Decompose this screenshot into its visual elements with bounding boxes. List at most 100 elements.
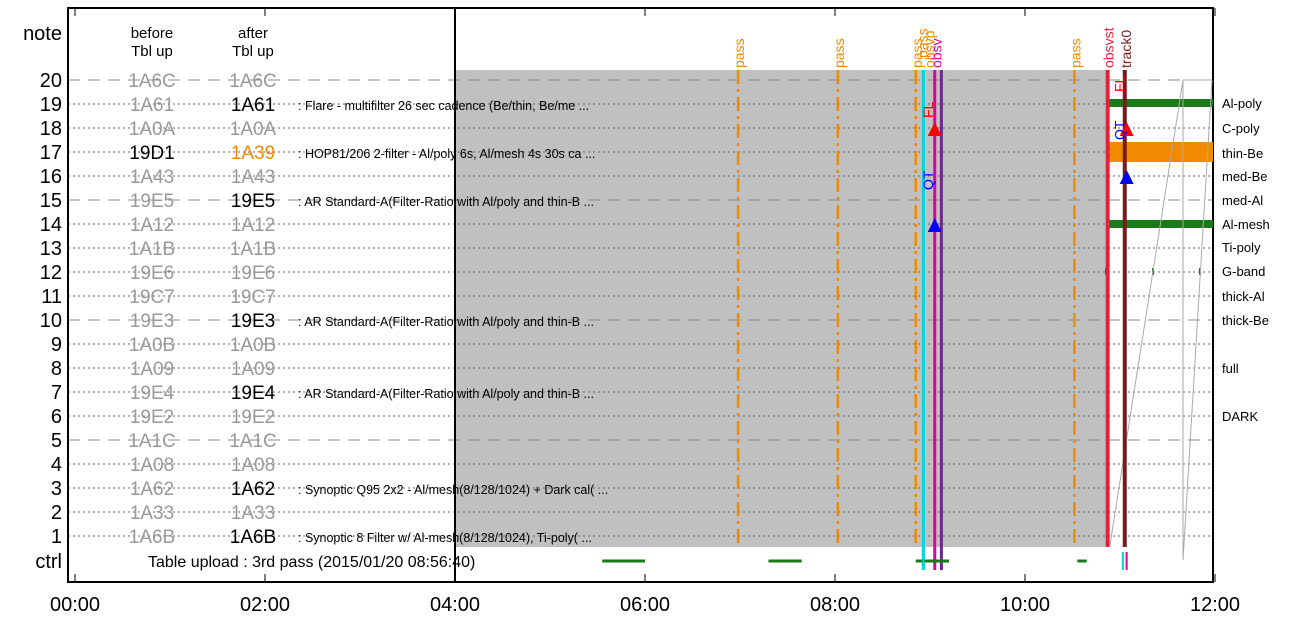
- pass-label: pass: [1067, 38, 1083, 68]
- qt-label: QT: [920, 170, 936, 190]
- note-header: note: [23, 23, 62, 45]
- before-table-id: 19E3: [130, 311, 174, 332]
- fl-label: FL: [1112, 75, 1128, 92]
- before-table-id: 1A33: [130, 503, 174, 524]
- filter-label: med-Be: [1222, 169, 1268, 184]
- filter-bar-al-mesh: [1106, 220, 1213, 228]
- plot-frame: [67, 7, 1214, 583]
- obsvp-label: obsvp: [921, 30, 937, 68]
- before-table-id: 19E4: [130, 383, 175, 404]
- before-table-id: 1A09: [130, 359, 174, 380]
- row-number: 4: [51, 454, 62, 476]
- program-description: : Flare - multifilter 26 sec cadence (Be…: [298, 99, 589, 113]
- before-header: Tbl up: [131, 43, 173, 60]
- ctrl-label: ctrl: [35, 551, 62, 573]
- x-tick-label: 10:00: [1000, 594, 1050, 616]
- before-table-id: 19E2: [130, 407, 174, 428]
- row-number: 15: [40, 190, 62, 212]
- row-number: 6: [51, 406, 62, 428]
- program-description: : AR Standard-A(Filter-Ratio with Al/pol…: [298, 315, 594, 329]
- row-number: 5: [51, 430, 62, 452]
- row-number: 3: [51, 478, 62, 500]
- pass-label: pass: [909, 38, 925, 68]
- pass-label: pass: [914, 28, 930, 58]
- filter-label: Al-poly: [1222, 96, 1262, 111]
- observation-region: [455, 70, 1106, 547]
- after-table-id: 1A0A: [230, 119, 277, 140]
- after-table-id: 1A61: [231, 95, 275, 116]
- program-description: : AR Standard-A(Filter-Ratio with Al/pol…: [298, 387, 594, 401]
- x-tick-label: 12:00: [1190, 594, 1240, 616]
- after-table-id: 1A0B: [230, 335, 276, 356]
- before-table-id: 1A1B: [129, 239, 175, 260]
- obsvst-label: obsvst: [1101, 27, 1117, 68]
- after-table-id: 19E4: [231, 383, 276, 404]
- after-table-id: 19E5: [231, 191, 275, 212]
- before-table-id: 19E6: [130, 263, 174, 284]
- qt-label: QT: [1112, 120, 1128, 140]
- filter-bar-al-poly: [1106, 99, 1213, 107]
- before-table-id: 1A0B: [129, 335, 175, 356]
- program-description: : AR Standard-A(Filter-Ratio with Al/pol…: [298, 195, 594, 209]
- row-number: 13: [40, 238, 62, 260]
- after-table-id: 19C7: [230, 287, 275, 308]
- program-description: : Synoptic 8 Filter w/ Al-mesh(8/128/102…: [298, 531, 592, 545]
- x-tick-label: 06:00: [620, 594, 670, 616]
- event-triangle: [1119, 122, 1134, 136]
- after-table-id: 1A1B: [230, 239, 276, 260]
- pass-label: pass: [731, 38, 747, 68]
- after-table-id: 19E3: [231, 311, 275, 332]
- after-table-id: 1A08: [231, 455, 275, 476]
- after-table-id: 1A6C: [229, 71, 277, 92]
- event-triangle: [927, 122, 942, 136]
- x-tick-label: 00:00: [50, 594, 100, 616]
- after-table-id: 1A6B: [230, 527, 276, 548]
- row-number: 9: [51, 334, 62, 356]
- pass-label: pass: [831, 38, 847, 68]
- before-table-id: 19D1: [129, 143, 174, 164]
- event-triangle: [927, 218, 942, 232]
- row-number: 8: [51, 358, 62, 380]
- filter-bar-thin-be: [1106, 142, 1213, 162]
- row-number: 18: [40, 118, 62, 140]
- after-table-id: 1A43: [231, 167, 275, 188]
- filter-label: DARK: [1222, 409, 1258, 424]
- before-table-id: 1A62: [130, 479, 174, 500]
- before-table-id: 1A08: [130, 455, 174, 476]
- row-number: 7: [51, 382, 62, 404]
- event-triangle: [1119, 170, 1134, 184]
- row-number: 10: [40, 310, 62, 332]
- before-table-id: 1A1C: [128, 431, 176, 452]
- before-table-id: 1A6B: [129, 527, 175, 548]
- row-number: 16: [40, 166, 62, 188]
- event-marks-layer: [602, 70, 1213, 570]
- row-number: 19: [40, 94, 62, 116]
- x-tick-label: 04:00: [430, 594, 480, 616]
- filter-label: Al-mesh: [1222, 217, 1270, 232]
- before-header: before: [131, 25, 174, 42]
- row-number: 20: [40, 70, 62, 92]
- table-upload-text: Table upload : 3rd pass (2015/01/20 08:5…: [148, 554, 475, 571]
- filter-label: Ti-poly: [1222, 240, 1261, 255]
- program-description: : Synoptic Q95 2x2 - Al/mesh(8/128/1024)…: [298, 483, 608, 497]
- before-table-id: 1A0A: [129, 119, 176, 140]
- row-number: 11: [41, 286, 62, 308]
- before-table-id: 1A12: [130, 215, 174, 236]
- filter-label: thick-Al: [1222, 289, 1265, 304]
- row-lines-layer: [67, 7, 1216, 583]
- after-table-id: 19E2: [231, 407, 275, 428]
- before-table-id: 19E5: [130, 191, 174, 212]
- background-layer: [455, 70, 1106, 547]
- after-table-id: 1A33: [231, 503, 275, 524]
- fl-label: FL: [920, 101, 936, 118]
- program-description: : HOP81/206 2-filter - Al/poly 6s, Al/me…: [298, 147, 595, 161]
- before-table-id: 1A61: [130, 95, 174, 116]
- after-table-id: 19E6: [231, 263, 275, 284]
- exposure-trace: [1109, 79, 1213, 561]
- row-number: 14: [40, 214, 62, 236]
- row-number: 2: [51, 502, 62, 524]
- row-number: 17: [40, 142, 62, 164]
- x-tick-label: 02:00: [240, 594, 290, 616]
